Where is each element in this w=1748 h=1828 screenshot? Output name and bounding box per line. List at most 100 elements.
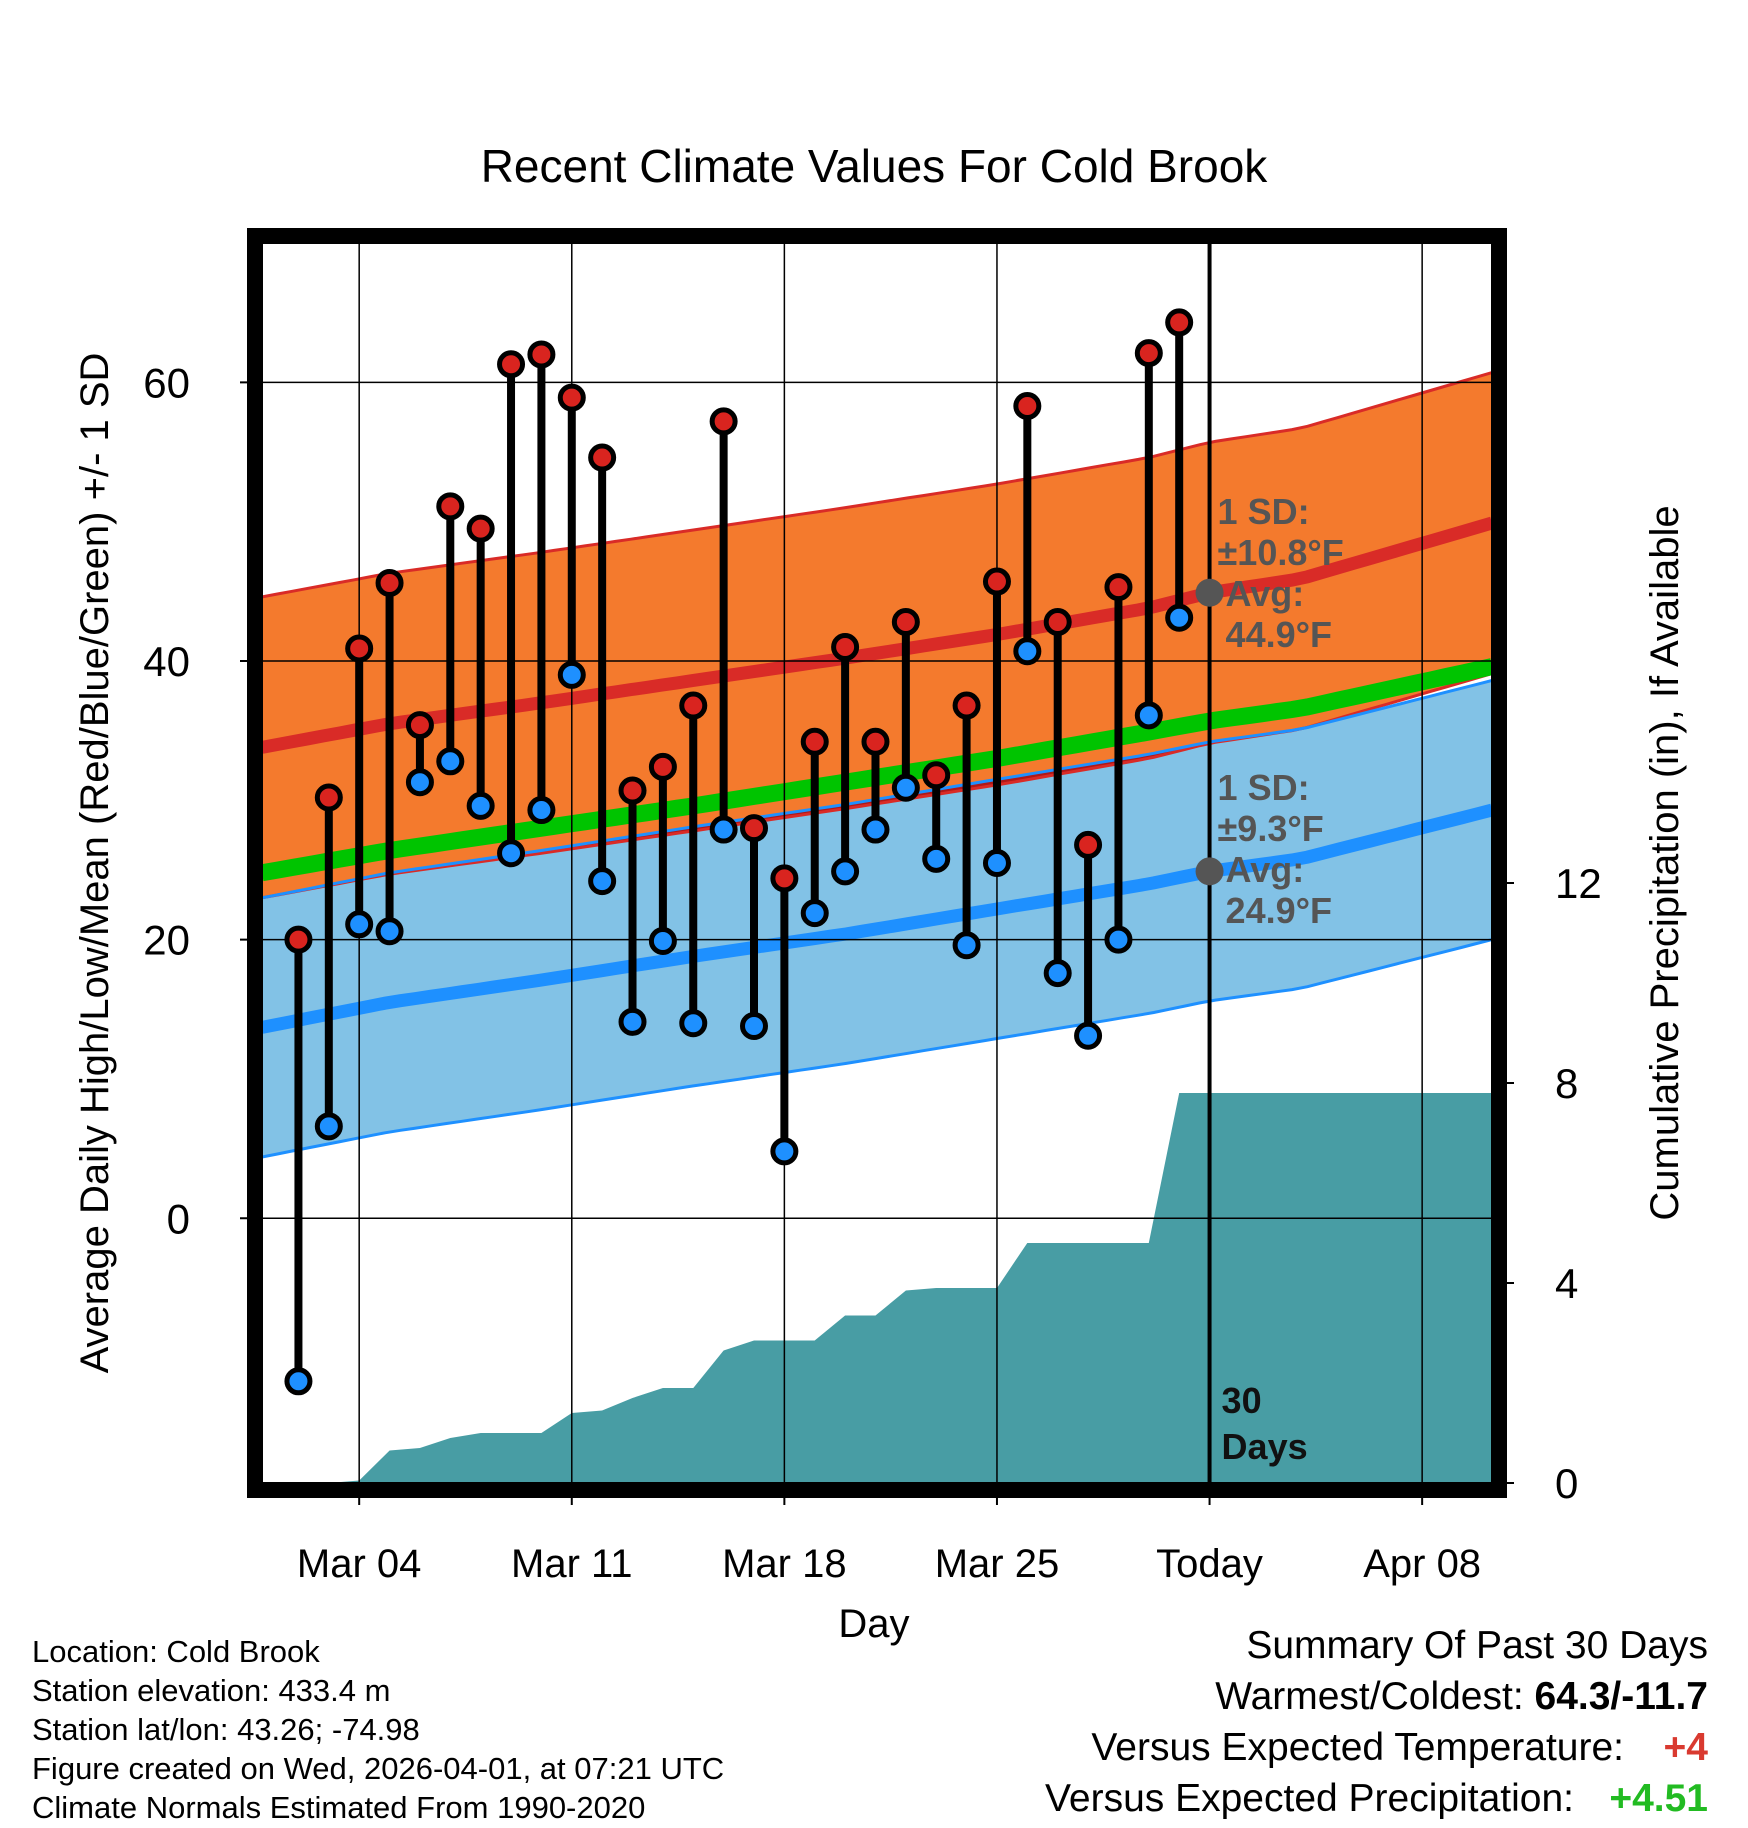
- daily-high-point: [770, 864, 799, 893]
- left-tick-label: 60: [143, 359, 190, 406]
- x-tick-label: Mar 04: [297, 1542, 422, 1586]
- low-sd-band: [262, 680, 1492, 1157]
- today-low-normal-marker: [1195, 857, 1224, 886]
- high-normal-sd-label: 1 SD:: [1218, 491, 1310, 532]
- daily-low-point: [1074, 1021, 1103, 1050]
- daily-high-point: [709, 407, 738, 436]
- high-normal-sd-value: ±10.8°F: [1218, 532, 1344, 573]
- info-location: Location: Cold Brook: [32, 1634, 320, 1669]
- daily-low-point: [831, 857, 860, 886]
- daily-high-point: [1104, 573, 1133, 602]
- daily-high-point: [557, 383, 586, 412]
- x-tick-label: Apr 08: [1363, 1542, 1481, 1586]
- daily-low-point: [800, 899, 829, 928]
- high-sd-upper-edge: [262, 371, 1492, 599]
- normal-low-line: [262, 803, 1492, 1034]
- high-normal-avg-value: 44.9°F: [1226, 614, 1332, 655]
- right-tick-label: 12: [1555, 860, 1602, 907]
- daily-low-point: [618, 1007, 647, 1036]
- summary-temperature: Versus Expected Temperature: +4: [1091, 1728, 1708, 1767]
- daily-low-point: [436, 747, 465, 776]
- daily-high-point: [466, 514, 495, 543]
- summary-precipitation: Versus Expected Precipitation: +4.51: [1045, 1779, 1708, 1818]
- daily-low-point: [1043, 959, 1072, 988]
- daily-high-point: [588, 443, 617, 472]
- summary-warmest-coldest: Warmest/Coldest: 64.3/-11.7: [1215, 1677, 1708, 1716]
- daily-high-point: [284, 925, 313, 954]
- daily-low-point: [1013, 637, 1042, 666]
- info-normals: Climate Normals Estimated From 1990-2020: [32, 1790, 646, 1825]
- low-normal-sd-value: ±9.3°F: [1218, 808, 1324, 849]
- cumulative-precipitation-area: [262, 1093, 1492, 1483]
- today-high-normal-marker: [1195, 578, 1224, 607]
- summary-precip-value: +4.51: [1609, 1777, 1708, 1820]
- daily-high-point: [1074, 830, 1103, 859]
- daily-low-point: [1165, 603, 1194, 632]
- x-axis-title: Day: [838, 1602, 909, 1646]
- daily-high-point: [922, 761, 951, 790]
- daily-high-point: [800, 727, 829, 756]
- low-normal-sd-label: 1 SD:: [1218, 767, 1310, 808]
- daily-high-point: [648, 752, 677, 781]
- daily-high-point: [952, 691, 981, 720]
- summary-title: Summary Of Past 30 Days: [1246, 1624, 1708, 1667]
- daily-high-point: [1013, 392, 1042, 421]
- daily-low-point: [405, 768, 434, 797]
- daily-low-point: [588, 867, 617, 896]
- summary-precip-label: Versus Expected Precipitation:: [1045, 1777, 1574, 1820]
- daily-low-point: [527, 796, 556, 825]
- daily-low-point: [679, 1009, 708, 1038]
- daily-high-point: [982, 567, 1011, 596]
- high-normal-avg-label: Avg:: [1226, 573, 1305, 614]
- x-tick-label: Mar 11: [511, 1542, 633, 1586]
- today-days-number: 30: [1222, 1380, 1262, 1421]
- low-normal-avg-label: Avg:: [1226, 849, 1305, 890]
- daily-low-point: [314, 1112, 343, 1141]
- x-tick-label: Mar 18: [722, 1542, 847, 1586]
- today-days-text: Days: [1222, 1426, 1308, 1467]
- daily-high-point: [497, 350, 526, 379]
- daily-high-point: [527, 340, 556, 369]
- left-axis-title: Average Daily High/Low/Mean (Red/Blue/Gr…: [73, 353, 117, 1374]
- daily-low-point: [648, 927, 677, 956]
- daily-high-point: [405, 711, 434, 740]
- daily-low-point: [982, 849, 1011, 877]
- right-tick-label: 8: [1555, 1060, 1578, 1107]
- info-latlon: Station lat/lon: 43.26; -74.98: [32, 1712, 420, 1747]
- daily-high-point: [1043, 607, 1072, 636]
- daily-high-point: [314, 783, 343, 812]
- daily-high-point: [345, 634, 374, 663]
- daily-low-point: [1134, 701, 1163, 730]
- chart-title: Recent Climate Values For Cold Brook: [481, 140, 1269, 192]
- daily-high-point: [891, 607, 920, 636]
- summary-warm-label: Warmest/Coldest:: [1215, 1675, 1524, 1718]
- daily-low-point: [709, 815, 738, 844]
- daily-high-point: [1165, 308, 1194, 337]
- daily-low-point: [497, 839, 526, 868]
- daily-low-point: [557, 660, 586, 689]
- daily-high-point: [375, 568, 404, 597]
- normal-high-line: [262, 516, 1492, 754]
- daily-low-point: [770, 1137, 799, 1166]
- daily-low-point: [891, 773, 920, 802]
- daily-low-point: [952, 931, 981, 960]
- plot-frame: [247, 228, 1507, 1498]
- x-tick-label: Mar 25: [935, 1542, 1060, 1586]
- daily-low-point: [466, 791, 495, 820]
- daily-high-point: [679, 691, 708, 720]
- daily-low-point: [375, 917, 404, 946]
- daily-low-point: [922, 844, 951, 873]
- daily-high-point: [740, 814, 768, 843]
- left-tick-label: 20: [143, 917, 190, 964]
- daily-high-point: [861, 727, 890, 756]
- right-axis-title: Cumulative Precipitation (in), If Availa…: [1643, 505, 1687, 1220]
- low-sd-lower-edge: [262, 938, 1492, 1159]
- left-tick-label: 40: [143, 638, 190, 685]
- info-elevation: Station elevation: 433.4 m: [32, 1673, 391, 1708]
- daily-low-point: [1104, 925, 1133, 954]
- daily-low-point: [284, 1367, 313, 1396]
- daily-high-point: [618, 776, 647, 805]
- daily-high-point: [1134, 339, 1163, 368]
- summary-warm-value: 64.3/-11.7: [1534, 1675, 1708, 1718]
